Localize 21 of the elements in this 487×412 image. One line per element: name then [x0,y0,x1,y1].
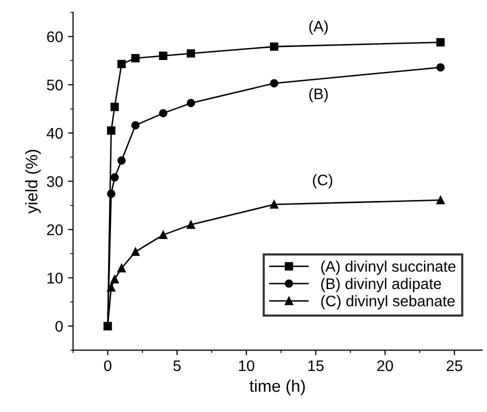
y-tick-label: 50 [46,80,63,90]
x-tick-label: 25 [446,360,462,372]
y-tick-label: 60 [47,31,63,42]
y-tick-label: 30 [46,176,63,187]
x-tick-label: 10 [239,360,254,372]
legend-label: (B) divinyl adipate [321,278,442,292]
legend-label: (C) divinyl sebanate [321,295,455,310]
annotation: (B) [309,88,328,102]
annotation: (C) [312,174,332,188]
y-tick-label: 20 [47,224,63,236]
x-tick-label: 0 [104,360,112,372]
y-tick-label: 10 [48,272,63,284]
y-tick-label: 40 [46,128,63,139]
legend-label: (A) divinyl succinate [321,260,456,275]
annotation: (A) [309,20,328,35]
x-tick-label: 5 [173,360,181,372]
y-axis-title: yield (%) [25,150,41,214]
y-tick-label: 0 [55,320,63,332]
x-tick-label: 15 [308,360,324,372]
x-axis-title: time (h) [250,380,305,396]
x-tick-label: 20 [377,360,393,372]
